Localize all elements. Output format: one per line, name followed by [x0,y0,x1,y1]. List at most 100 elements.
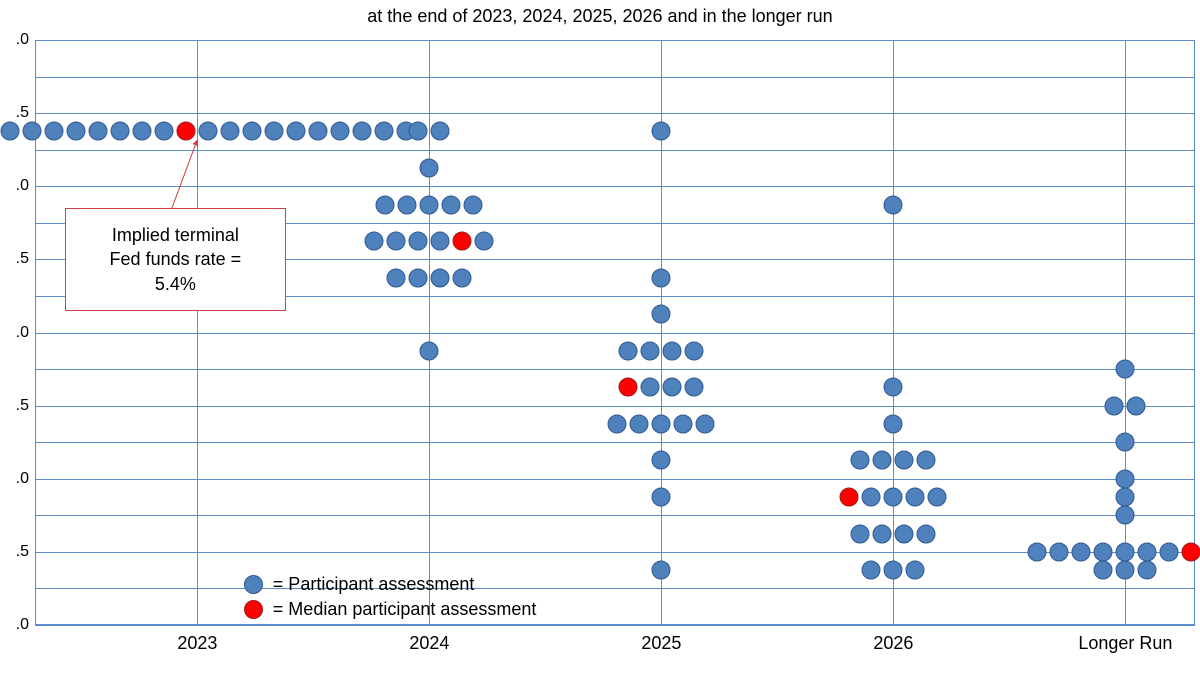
participant-dot-Longer Run-2.375-1 [1116,561,1135,580]
participant-dot-2023-5.375-7 [133,122,152,141]
participant-dot-2025-3.375-3 [674,414,693,433]
participant-dot-Longer Run-2.875-0 [1116,488,1135,507]
participant-dot-2023-5.375-2 [23,122,42,141]
y-gridline-minor [35,588,1195,589]
participant-dot-2026-3.125-3 [917,451,936,470]
y-gridline-major [35,113,1195,114]
legend-label-1: = Median participant assessment [273,599,537,620]
participant-dot-Longer Run-2.75-0 [1116,506,1135,525]
participant-dot-2026-2.625-1 [873,524,892,543]
participant-dot-2023-5.375-11 [243,122,262,141]
participant-dot-2024-5.375-0 [409,122,428,141]
participant-dot-Longer Run-2.5-4 [1116,542,1135,561]
participant-dot-2026-3.125-2 [895,451,914,470]
participant-dot-2025-2.375-0 [652,561,671,580]
participant-dot-2025-5.375-0 [652,122,671,141]
participant-dot-2023-5.375-16 [353,122,372,141]
participant-dot-2026-3.625-0 [884,378,903,397]
participant-dot-Longer Run-2.5-5 [1138,542,1157,561]
participant-dot-2025-3.125-0 [652,451,671,470]
median-dot-2026 [840,488,859,507]
participant-dot-2026-2.625-2 [895,524,914,543]
participant-dot-2024-4.625-0 [365,232,384,251]
participant-dot-2024-4.375-3 [453,268,472,287]
participant-dot-2024-5.125-0 [420,158,439,177]
participant-dot-Longer Run-3-0 [1116,469,1135,488]
median-dot-2025 [619,378,638,397]
participant-dot-2024-3.875-0 [420,341,439,360]
participant-dot-Longer Run-2.5-3 [1094,542,1113,561]
y-tick-label: .5 [16,397,35,415]
participant-dot-2024-5.375-1 [431,122,450,141]
x-tick-label: 2026 [873,625,913,654]
legend-row-1: = Median participant assessment [244,599,537,620]
participant-dot-2025-2.875-0 [652,488,671,507]
x-tick-label: 2023 [177,625,217,654]
participant-dot-2024-4.875-3 [442,195,461,214]
participant-dot-2024-4.375-0 [387,268,406,287]
median-dot-2023 [177,122,196,141]
participant-dot-2026-3.125-1 [873,451,892,470]
participant-dot-Longer Run-2.5-0 [1028,542,1047,561]
participant-dot-2023-5.375-10 [221,122,240,141]
participant-dot-2026-2.625-3 [917,524,936,543]
chart-subtitle: at the end of 2023, 2024, 2025, 2026 and… [0,6,1200,27]
callout-line-2: 5.4% [66,272,284,296]
participant-dot-2026-2.375-0 [862,561,881,580]
participant-dot-2023-5.375-6 [111,122,130,141]
participant-dot-2025-3.375-1 [630,414,649,433]
participant-dot-Longer Run-2.375-2 [1138,561,1157,580]
x-gridline [893,40,894,625]
participant-dot-2026-2.375-2 [906,561,925,580]
participant-dot-Longer Run-3.5-1 [1127,396,1146,415]
y-gridline-major [35,186,1195,187]
y-tick-label: .0 [16,324,35,342]
participant-dot-2024-4.625-4 [475,232,494,251]
participant-dot-Longer Run-3.5-0 [1105,396,1124,415]
participant-dot-2025-3.875-3 [685,341,704,360]
y-gridline-minor [35,150,1195,151]
y-tick-label: .5 [16,104,35,122]
participant-dot-Longer Run-2.375-0 [1094,561,1113,580]
y-gridline-major [35,552,1195,553]
y-tick-label: .0 [16,177,35,195]
participant-dot-2023-5.375-12 [265,122,284,141]
x-gridline [429,40,430,625]
y-gridline-minor [35,369,1195,370]
plot-area: .0.5.0.5.0.5.0.5.02023202420252026Longer… [35,40,1195,625]
participant-dot-2024-4.375-1 [409,268,428,287]
y-tick-label: .5 [16,250,35,268]
participant-dot-2023-5.375-14 [309,122,328,141]
participant-dot-2026-4.875-0 [884,195,903,214]
participant-dot-2026-2.875-3 [928,488,947,507]
y-gridline-major [35,479,1195,480]
participant-dot-2023-5.375-17 [375,122,394,141]
participant-dot-2024-4.875-0 [376,195,395,214]
participant-dot-2024-4.625-1 [387,232,406,251]
y-gridline-minor [35,515,1195,516]
legend-swatch-median [244,600,263,619]
x-gridline [197,40,198,625]
participant-dot-2025-3.875-2 [663,341,682,360]
callout-box: Implied terminalFed funds rate =5.4% [65,208,285,310]
participant-dot-2025-3.875-0 [619,341,638,360]
participant-dot-2026-2.375-1 [884,561,903,580]
participant-dot-2024-4.875-4 [464,195,483,214]
legend-swatch-participant [244,575,263,594]
median-dot-2024 [453,232,472,251]
participant-dot-2025-3.375-4 [696,414,715,433]
participant-dot-Longer Run-3.25-0 [1116,433,1135,452]
participant-dot-2026-2.875-2 [906,488,925,507]
participant-dot-2023-5.375-13 [287,122,306,141]
x-tick-label: 2024 [409,625,449,654]
legend-label-0: = Participant assessment [273,574,475,595]
participant-dot-2023-5.375-9 [199,122,218,141]
legend: = Participant assessment = Median partici… [244,574,537,624]
participant-dot-2026-3.375-0 [884,414,903,433]
participant-dot-2026-2.875-1 [884,488,903,507]
y-tick-label: .5 [16,543,35,561]
participant-dot-2023-5.375-3 [45,122,64,141]
callout-line-0: Implied terminal [66,223,284,247]
participant-dot-2023-5.375-1 [1,122,20,141]
y-gridline-major [35,333,1195,334]
